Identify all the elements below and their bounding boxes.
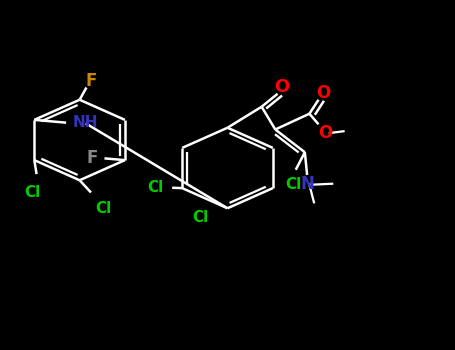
- Text: F: F: [86, 149, 98, 167]
- Text: N: N: [300, 175, 314, 193]
- Text: O: O: [274, 78, 290, 97]
- Text: Cl: Cl: [96, 201, 112, 216]
- Text: Cl: Cl: [192, 210, 208, 224]
- Text: Cl: Cl: [147, 180, 163, 195]
- Text: Cl: Cl: [24, 185, 40, 200]
- Text: NH: NH: [73, 115, 98, 130]
- Text: Cl: Cl: [285, 177, 302, 192]
- Text: O: O: [318, 124, 333, 142]
- Text: O: O: [316, 84, 330, 102]
- Text: F: F: [85, 71, 96, 90]
